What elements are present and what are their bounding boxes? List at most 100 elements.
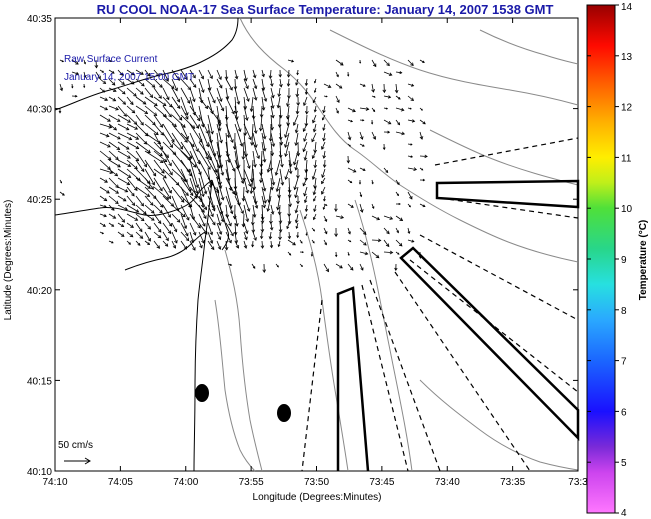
current-vector-head (159, 159, 164, 164)
current-vector (153, 69, 160, 77)
current-vector (189, 168, 198, 194)
current-vector-head (253, 237, 257, 241)
current-vector-head (296, 102, 301, 106)
current-vector (275, 159, 281, 176)
current-vector-head (372, 109, 376, 113)
current-vector-head (107, 166, 111, 170)
current-vector (99, 186, 110, 194)
current-vector-head (120, 233, 125, 237)
current-vector (321, 141, 326, 150)
current-vector-head (284, 134, 288, 139)
current-vector-head (127, 155, 131, 159)
current-vector (189, 123, 203, 143)
current-vector-head (385, 107, 389, 110)
current-vector (243, 78, 249, 89)
current-vector (117, 141, 130, 150)
current-vector (171, 168, 186, 182)
current-vector-head (325, 268, 329, 273)
current-vector (216, 240, 221, 250)
current-vector (303, 96, 308, 106)
current-vector (180, 87, 191, 104)
x-tick-label: 74:05 (108, 477, 133, 488)
current-vector-head (169, 171, 173, 176)
current-vector-head (121, 219, 125, 223)
current-vector (277, 96, 281, 108)
current-vector-head (127, 174, 132, 178)
current-vector-head (146, 72, 151, 77)
current-vector (225, 240, 228, 250)
current-vector-head (174, 239, 178, 244)
current-vector (207, 69, 213, 79)
y-axis: 40:35 40:30 40:25 40:20 40:15 40:10 (27, 14, 578, 478)
current-vector (207, 114, 213, 134)
current-vector-head (140, 91, 144, 95)
current-vector-head (244, 77, 248, 82)
current-vector-head (204, 231, 208, 235)
current-vector (171, 132, 183, 150)
current-vector-head (236, 101, 241, 105)
current-vector (207, 204, 214, 217)
current-vector (99, 213, 107, 217)
current-vector (180, 69, 188, 80)
current-vector (302, 177, 308, 186)
current-vector-head (278, 74, 282, 78)
current-vector-head (382, 147, 386, 151)
current-vector (371, 215, 380, 220)
current-vector-head (277, 194, 281, 199)
current-vector-head (252, 266, 256, 269)
current-vector (243, 222, 248, 234)
current-vector (395, 71, 402, 74)
current-vector-head (186, 100, 191, 104)
current-vector-head (116, 118, 121, 122)
current-vector (234, 213, 238, 227)
current-vector (295, 159, 299, 170)
current-vector-head (163, 174, 167, 179)
current-vector (277, 195, 281, 210)
current-vector-head (97, 75, 101, 80)
current-vector (99, 132, 110, 137)
current-vector-head (386, 230, 390, 235)
current-vector-head (349, 180, 353, 184)
current-vector (171, 213, 181, 223)
current-vector (314, 177, 317, 189)
current-vector (126, 78, 135, 85)
current-vector-head (287, 220, 292, 225)
current-vector (126, 231, 134, 238)
current-vector-head (192, 98, 196, 103)
current-vector-head (382, 89, 387, 94)
current-vector-head (219, 139, 223, 144)
current-vector-head (193, 164, 197, 168)
current-vector-head (140, 121, 144, 126)
current-vector-head (59, 87, 64, 92)
current-vector-head (250, 142, 254, 146)
current-vector-head (75, 71, 80, 76)
current-vector-head (83, 62, 86, 65)
current-vector (171, 123, 188, 143)
current-vector (225, 204, 228, 218)
current-vector (135, 186, 150, 197)
current-vector-head (276, 206, 280, 211)
current-vector (153, 87, 162, 99)
current-vector (295, 204, 299, 213)
current-vector-head (111, 224, 115, 227)
y-tick-label: 40:15 (27, 376, 52, 387)
current-vector-head (313, 185, 317, 189)
current-vector-head (146, 193, 151, 197)
current-vector (407, 59, 414, 66)
current-vector (225, 159, 230, 181)
current-vector-head (301, 251, 304, 254)
current-vector-head (396, 182, 400, 186)
current-vector (135, 177, 151, 189)
current-vector (207, 150, 217, 173)
current-vector-head (408, 205, 411, 208)
current-vector-head (234, 75, 239, 80)
current-vector-head (192, 84, 197, 88)
current-vector-head (271, 181, 276, 186)
current-vector-head (185, 237, 190, 242)
current-vector (286, 222, 290, 229)
current-vector (153, 168, 167, 179)
current-vector (144, 114, 156, 126)
current-vector (234, 123, 243, 147)
current-vector-head (360, 267, 364, 271)
current-vector-head (182, 213, 186, 218)
